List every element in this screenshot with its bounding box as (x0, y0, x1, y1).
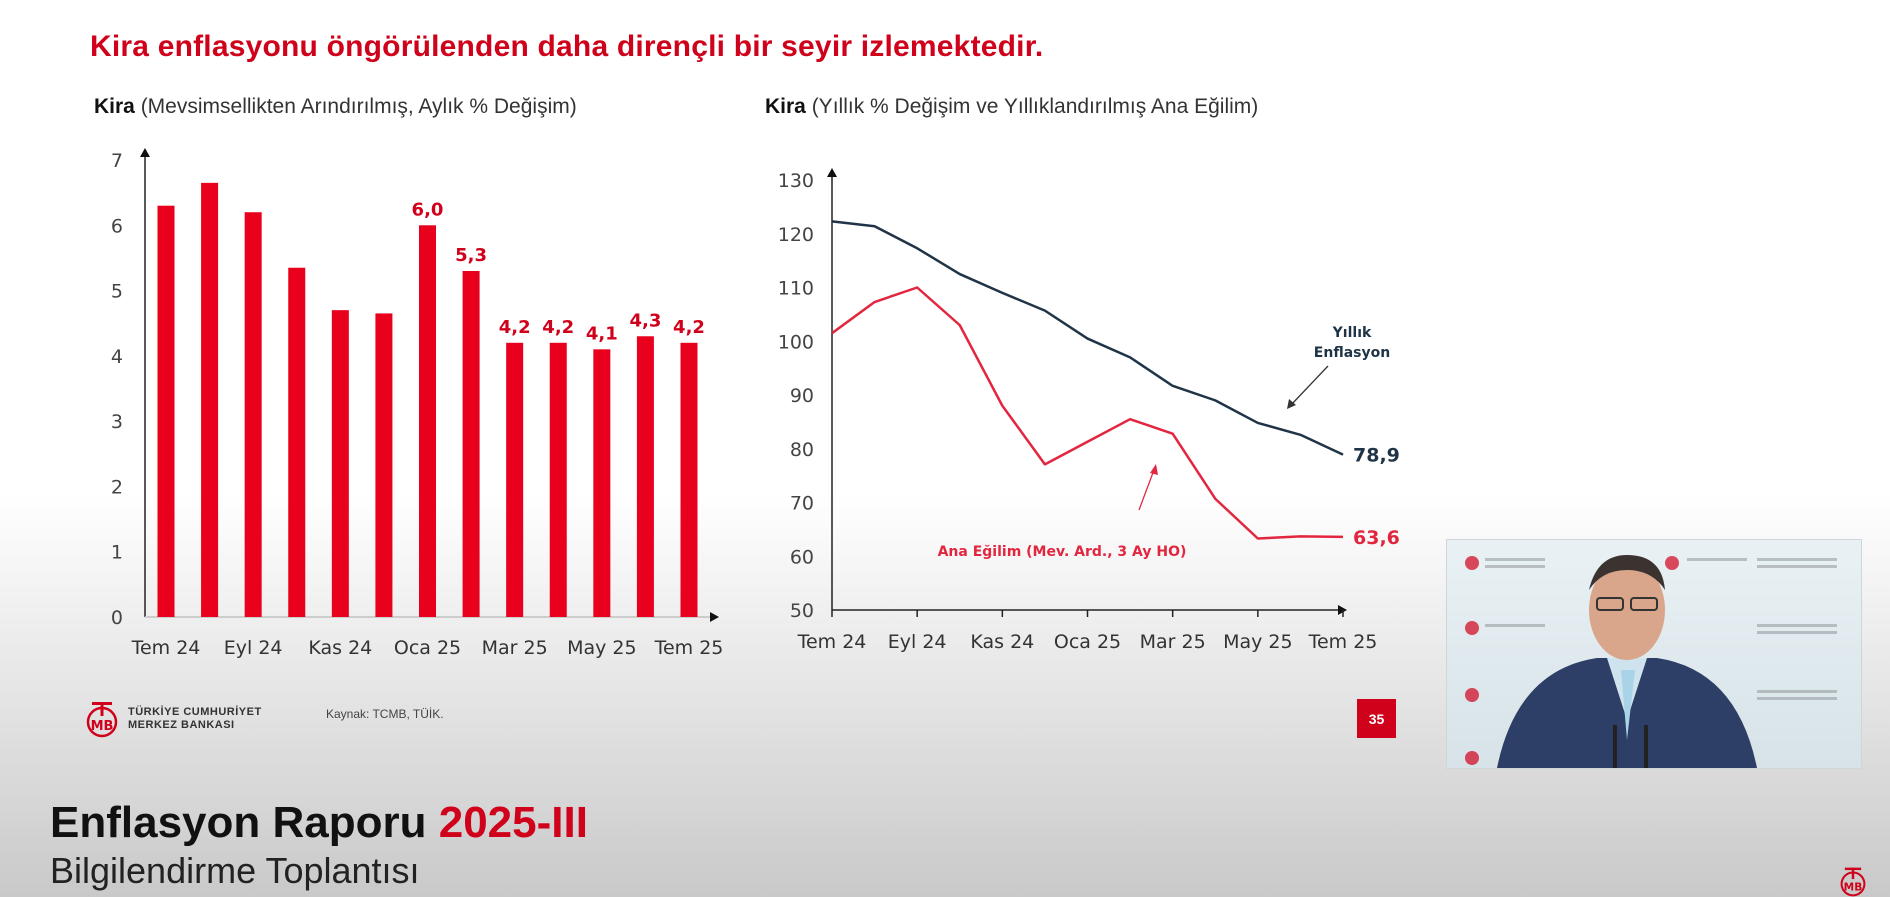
x-tick-label: Tem 24 (131, 637, 201, 659)
bar-data-label: 4,2 (499, 317, 531, 338)
bar (680, 342, 698, 617)
y-tick-label: 5 (111, 281, 123, 303)
bar (244, 212, 262, 617)
bar (549, 342, 567, 617)
bar (593, 349, 611, 617)
x-tick-label: Mar 25 (482, 637, 548, 659)
bar (288, 267, 306, 617)
x-tick-label: May 25 (1223, 631, 1293, 653)
source-note: Kaynak: TCMB, TÜİK. (326, 707, 444, 721)
bar-data-label: 4,3 (629, 310, 661, 331)
series-end-label-1: 63,6 (1353, 527, 1400, 549)
x-tick-label: Mar 25 (1140, 631, 1206, 653)
bar-chart: 0 1 2 3 4 5 6 7 6,0 5,3 4,2 4,2 4,1 4,3 4,2 Tem 24 Eyl 2… (111, 148, 724, 659)
logo-line2: MERKEZ BANKASI (128, 719, 235, 731)
x-tick-label: Eyl 24 (224, 637, 283, 659)
y-tick-label: 120 (778, 224, 814, 246)
x-tick-label: Tem 25 (654, 637, 724, 659)
svg-text:MB: MB (91, 719, 114, 734)
y-axis-arrow-icon (140, 148, 150, 157)
bar-data-label: 4,2 (673, 317, 705, 338)
x-tick-label: Eyl 24 (888, 631, 947, 653)
annotation-arrow-head-1-icon (1150, 464, 1158, 475)
y-tick-label: 4 (111, 346, 123, 368)
y-tick-label: 100 (778, 331, 814, 353)
annotation-arrow-line-1 (1138, 469, 1155, 511)
series-annotation-line1: Yıllık (1332, 325, 1372, 341)
line-chart-title-rest: (Yıllık % Değişim ve Yıllıklandırılmış A… (805, 95, 1259, 118)
tcmb-emblem-icon: MB (86, 702, 118, 738)
series-annotation: Ana Eğilim (Mev. Ard., 3 Ay HO) (938, 544, 1187, 560)
y-axis-arrow-icon (827, 168, 837, 177)
event-title-accent: 2025-III (438, 798, 588, 847)
line-chart: 50 60 70 80 90 100 110 120 130 Tem 24 Eyl 24 Kas 24… (778, 168, 1400, 653)
bar (462, 270, 480, 617)
y-tick-label: 2 (111, 476, 123, 498)
series-annotation-line2: Enflasyon (1314, 345, 1390, 361)
y-tick-label: 130 (778, 170, 814, 192)
bar (419, 225, 436, 618)
bar (375, 313, 393, 617)
bar-data-label: 6,0 (412, 199, 444, 220)
speaker-video (1446, 539, 1862, 769)
y-tick-label: 80 (790, 439, 814, 461)
x-tick-label: Tem 25 (1308, 631, 1378, 653)
bar (331, 310, 349, 617)
bar (506, 342, 524, 617)
svg-text:MB: MB (1844, 881, 1863, 893)
y-tick-label: 3 (111, 411, 123, 433)
x-axis-arrow-icon (710, 612, 719, 622)
y-tick-label: 50 (790, 600, 814, 622)
page-number: 35 (1357, 699, 1396, 738)
y-tick-label: 6 (111, 215, 123, 237)
x-tick-label: Kas 24 (308, 637, 372, 659)
event-title: Enflasyon Raporu 2025-III (50, 798, 588, 848)
line-chart-title: Kira (Yıllık % Değişim ve Yıllıklandırıl… (765, 95, 1258, 119)
series-end-label-0: 78,9 (1353, 445, 1400, 467)
annotation-arrow-line-0 (1290, 365, 1329, 406)
y-tick-label: 60 (790, 546, 814, 568)
logo-line1: TÜRKİYE CUMHURİYET (128, 706, 262, 718)
annotation-arrow-head-0-icon (1287, 399, 1296, 409)
x-tick-label: May 25 (567, 637, 637, 659)
bar-data-label: 4,1 (586, 323, 618, 344)
y-tick-label: 7 (111, 150, 123, 172)
x-tick-label: Oca 25 (394, 637, 461, 659)
slide-title: Kira enflasyonu öngörülenden daha direnç… (90, 30, 1044, 63)
y-tick-label: 90 (790, 385, 814, 407)
series-line-0 (831, 220, 1344, 456)
speaker-image (1465, 555, 1837, 768)
bar (157, 205, 175, 617)
tcmb-logo: MB TÜRKİYE CUMHURİYET MERKEZ BANKASI (82, 700, 262, 738)
bar-data-label: 4,2 (542, 317, 574, 338)
x-tick-label: Tem 24 (797, 631, 867, 653)
event-subtitle: Bilgilendirme Toplantısı (50, 850, 420, 891)
event-title-main: Enflasyon Raporu (50, 798, 427, 847)
x-tick-label: Oca 25 (1054, 631, 1121, 653)
y-tick-label: 0 (111, 607, 123, 629)
y-tick-label: 70 (790, 493, 814, 515)
y-tick-label: 110 (778, 278, 814, 300)
series-line-1 (831, 286, 1344, 540)
bar-data-label: 5,3 (455, 245, 487, 266)
bar (636, 336, 654, 617)
x-tick-label: Kas 24 (970, 631, 1034, 653)
y-tick-label: 1 (111, 542, 123, 564)
bar-chart-title: Kira (Mevsimsellikten Arındırılmış, Aylı… (94, 95, 577, 119)
line-chart-title-bold: Kira (765, 95, 806, 118)
bar-chart-title-rest: (Mevsimsellikten Arındırılmış, Aylık % D… (134, 95, 577, 118)
tcmb-corner-logo-icon: MB (1840, 867, 1866, 897)
bar-chart-title-bold: Kira (94, 95, 135, 118)
bar (201, 182, 219, 617)
